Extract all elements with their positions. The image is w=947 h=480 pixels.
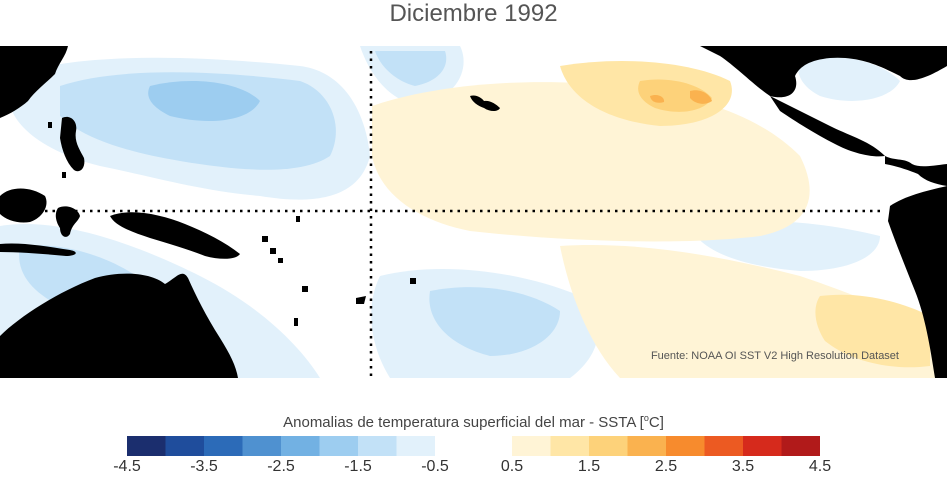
- land-masses: [0, 46, 947, 378]
- warm-anomaly-regions: [372, 61, 947, 378]
- colorbar-segment: [204, 436, 244, 456]
- colorbar-tick-label: 0.5: [500, 458, 524, 475]
- land-south-america: [888, 186, 947, 378]
- land-australia: [0, 273, 238, 378]
- colorbar-segment: [127, 436, 167, 456]
- colorbar-label-main: Anomalias de temperatura superficial del…: [283, 414, 644, 431]
- colorbar-segment: [550, 436, 590, 456]
- colorbar-segment: [281, 436, 321, 456]
- colorbar-tick-label: 3.5: [731, 458, 755, 475]
- colorbar-segment: [473, 436, 513, 456]
- land-borneo: [0, 188, 47, 223]
- colorbar-segment: [358, 436, 398, 456]
- colorbar-tick-label: -2.5: [267, 458, 295, 475]
- colorbar-tick-label: -0.5: [421, 458, 449, 475]
- colorbar-segment: [242, 436, 282, 456]
- colorbar-tick-label: -4.5: [113, 458, 141, 475]
- land-central-america: [885, 156, 947, 186]
- colorbar-tick-label: -1.5: [344, 458, 372, 475]
- colorbar-label-unit: C]: [648, 414, 664, 431]
- colorbar-tick-label: 1.5: [577, 458, 601, 475]
- colorbar-segment: [165, 436, 205, 456]
- colorbar: [127, 436, 821, 456]
- colorbar-segment: [704, 436, 744, 456]
- sst-anomaly-map: [0, 46, 947, 378]
- colorbar-segment: [396, 436, 436, 456]
- land-hawaii: [470, 95, 500, 111]
- land-new-guinea: [110, 212, 240, 259]
- colorbar-segment: [435, 436, 475, 456]
- cool-anomaly-regions: [0, 46, 900, 378]
- colorbar-segment: [627, 436, 667, 456]
- colorbar-segment: [512, 436, 552, 456]
- source-note: Fuente: NOAA OI SST V2 High Resolution D…: [650, 350, 899, 362]
- colorbar-segment: [781, 436, 821, 456]
- colorbar-tick-label: 2.5: [654, 458, 678, 475]
- land-sulawesi: [55, 206, 80, 237]
- land-mexico: [770, 96, 885, 157]
- land-java-islands: [0, 243, 76, 256]
- colorbar-segment: [666, 436, 706, 456]
- land-asia: [0, 46, 68, 118]
- colorbar-segment: [743, 436, 783, 456]
- degree-sign: o: [643, 413, 649, 423]
- colorbar-label: Anomalias de temperatura superficial del…: [0, 413, 947, 431]
- colorbar-ticks: -4.5 -3.5 -2.5 -1.5 -0.5 0.5 1.5 2.5 3.5 4.5: [0, 458, 947, 480]
- land-philippines: [60, 116, 85, 172]
- colorbar-tick-label: -3.5: [190, 458, 218, 475]
- map-title: Diciembre 1992: [389, 0, 558, 27]
- colorbar-segment: [319, 436, 359, 456]
- colorbar-segment: [589, 436, 629, 456]
- colorbar-tick-label: 4.5: [808, 458, 832, 475]
- land-north-america: [700, 46, 947, 98]
